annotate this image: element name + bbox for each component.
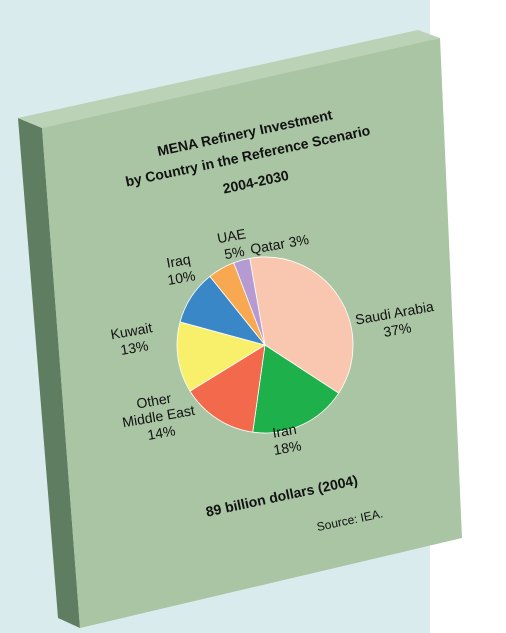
pie-slice <box>189 344 266 433</box>
pie-slice <box>249 256 354 394</box>
slice-label: Iran <box>271 421 298 441</box>
slice-value-label: 10% <box>166 267 196 288</box>
pie-slice <box>252 344 340 434</box>
label-line: Other <box>135 389 176 412</box>
pie-slice <box>233 257 266 346</box>
slice-label: UAE <box>216 225 247 246</box>
slice-label: Qatar <box>249 235 287 257</box>
pie <box>176 256 354 434</box>
slice-label: Kuwait <box>109 319 153 342</box>
slice-value-label: 14% <box>146 422 176 443</box>
slice-value-label: 3% <box>287 231 310 250</box>
slice-value-label: 13% <box>119 337 149 358</box>
board-top <box>18 30 440 128</box>
slice-value-label: 18% <box>272 437 302 458</box>
slice-value-label: 5% <box>223 243 246 262</box>
slice-value-label: 37% <box>382 319 412 340</box>
board-side <box>18 118 80 628</box>
slice-label: Iraq <box>165 251 192 271</box>
